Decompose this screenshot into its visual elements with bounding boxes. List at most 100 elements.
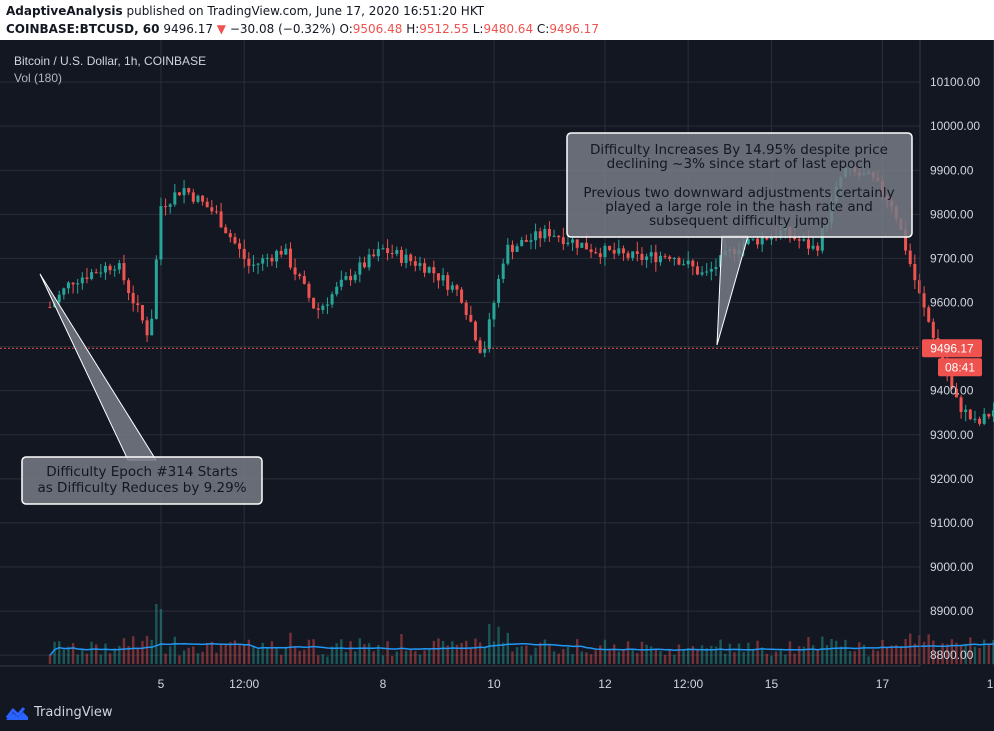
- candle-body[interactable]: [668, 256, 672, 259]
- candle-body[interactable]: [584, 242, 588, 250]
- candle-body[interactable]: [187, 188, 191, 193]
- candle-body[interactable]: [76, 283, 80, 285]
- candle-body[interactable]: [816, 245, 820, 251]
- candle-body[interactable]: [501, 263, 505, 279]
- annotation-callout-difficulty-increase[interactable]: Difficulty Increases By 14.95% despite p…: [566, 132, 913, 346]
- candle-body[interactable]: [242, 248, 246, 259]
- candle-body[interactable]: [177, 192, 181, 196]
- candle-body[interactable]: [506, 244, 510, 264]
- candle-body[interactable]: [353, 274, 357, 281]
- candle-body[interactable]: [922, 293, 926, 308]
- candle-body[interactable]: [954, 388, 958, 398]
- candle-body[interactable]: [756, 238, 760, 245]
- candle-body[interactable]: [691, 260, 695, 267]
- candle-body[interactable]: [270, 257, 274, 262]
- candle-body[interactable]: [145, 320, 149, 336]
- candle-body[interactable]: [695, 266, 699, 275]
- candle-body[interactable]: [80, 277, 84, 284]
- candle-body[interactable]: [284, 248, 288, 255]
- candles[interactable]: [48, 162, 994, 532]
- candle-body[interactable]: [640, 253, 644, 260]
- candle-body[interactable]: [769, 236, 773, 240]
- candle-body[interactable]: [538, 231, 542, 239]
- candle-body[interactable]: [913, 264, 917, 281]
- candle-body[interactable]: [608, 245, 612, 251]
- candle-body[interactable]: [682, 264, 686, 266]
- candle-body[interactable]: [645, 256, 649, 260]
- candle-body[interactable]: [543, 228, 547, 239]
- candle-body[interactable]: [492, 302, 496, 320]
- candle-body[interactable]: [210, 207, 214, 212]
- candle-body[interactable]: [968, 409, 972, 420]
- candle-body[interactable]: [62, 288, 66, 295]
- candle-body[interactable]: [927, 307, 931, 322]
- candle-body[interactable]: [168, 204, 172, 207]
- candle-body[interactable]: [765, 237, 769, 240]
- candle-body[interactable]: [598, 253, 602, 258]
- candle-body[interactable]: [256, 263, 260, 265]
- candle-body[interactable]: [214, 211, 218, 213]
- candle-body[interactable]: [376, 248, 380, 257]
- candle-body[interactable]: [908, 250, 912, 265]
- candle-body[interactable]: [302, 276, 306, 284]
- candle-body[interactable]: [413, 261, 417, 266]
- candle-body[interactable]: [529, 240, 533, 242]
- candle-body[interactable]: [201, 195, 205, 202]
- candle-body[interactable]: [594, 252, 598, 254]
- candle-body[interactable]: [705, 271, 709, 273]
- candle-body[interactable]: [621, 248, 625, 254]
- price-axis[interactable]: 8800.00 8900.00 9000.00 9100.00 9200.00 9300.…: [930, 75, 980, 662]
- candle-body[interactable]: [224, 227, 228, 234]
- candle-body[interactable]: [446, 275, 450, 290]
- candle-body[interactable]: [635, 251, 639, 254]
- candle-body[interactable]: [48, 306, 52, 308]
- candle-body[interactable]: [293, 267, 297, 275]
- candle-body[interactable]: [344, 275, 348, 280]
- candle-body[interactable]: [746, 239, 750, 244]
- candle-body[interactable]: [173, 192, 177, 205]
- candle-body[interactable]: [760, 237, 764, 245]
- candle-body[interactable]: [395, 249, 399, 254]
- candle-body[interactable]: [959, 397, 963, 413]
- candle-body[interactable]: [136, 303, 140, 306]
- candle-body[interactable]: [510, 244, 514, 252]
- candle-body[interactable]: [182, 188, 186, 196]
- candle-body[interactable]: [432, 267, 436, 274]
- candle-body[interactable]: [464, 302, 468, 315]
- candle-body[interactable]: [991, 410, 994, 417]
- candle-body[interactable]: [714, 267, 718, 270]
- candle-body[interactable]: [478, 340, 482, 353]
- candle-body[interactable]: [275, 250, 279, 262]
- candle-body[interactable]: [617, 248, 621, 254]
- candle-body[interactable]: [793, 236, 797, 240]
- candle-body[interactable]: [90, 272, 94, 279]
- candle-body[interactable]: [117, 263, 121, 270]
- candle-body[interactable]: [547, 228, 551, 237]
- candle-body[interactable]: [575, 239, 579, 248]
- candle-body[interactable]: [399, 249, 403, 263]
- candle-body[interactable]: [686, 260, 690, 265]
- author-name[interactable]: AdaptiveAnalysis: [6, 4, 123, 18]
- candle-body[interactable]: [663, 255, 667, 257]
- candle-body[interactable]: [85, 277, 89, 279]
- candle-body[interactable]: [982, 413, 986, 424]
- candle-body[interactable]: [497, 278, 501, 303]
- candle-body[interactable]: [71, 282, 75, 285]
- candle-body[interactable]: [390, 253, 394, 255]
- candle-body[interactable]: [362, 262, 366, 268]
- candle-body[interactable]: [631, 251, 635, 258]
- candle-body[interactable]: [515, 246, 519, 252]
- candle-body[interactable]: [131, 293, 135, 304]
- candle-body[interactable]: [580, 242, 584, 248]
- candle-body[interactable]: [108, 265, 112, 271]
- candle-body[interactable]: [358, 262, 362, 275]
- candle-body[interactable]: [251, 264, 255, 266]
- candle-body[interactable]: [589, 249, 593, 253]
- candle-body[interactable]: [797, 239, 801, 241]
- candle-body[interactable]: [483, 349, 487, 353]
- candle-body[interactable]: [159, 206, 163, 260]
- candle-body[interactable]: [339, 279, 343, 287]
- candle-body[interactable]: [57, 294, 61, 303]
- candle-body[interactable]: [751, 238, 755, 240]
